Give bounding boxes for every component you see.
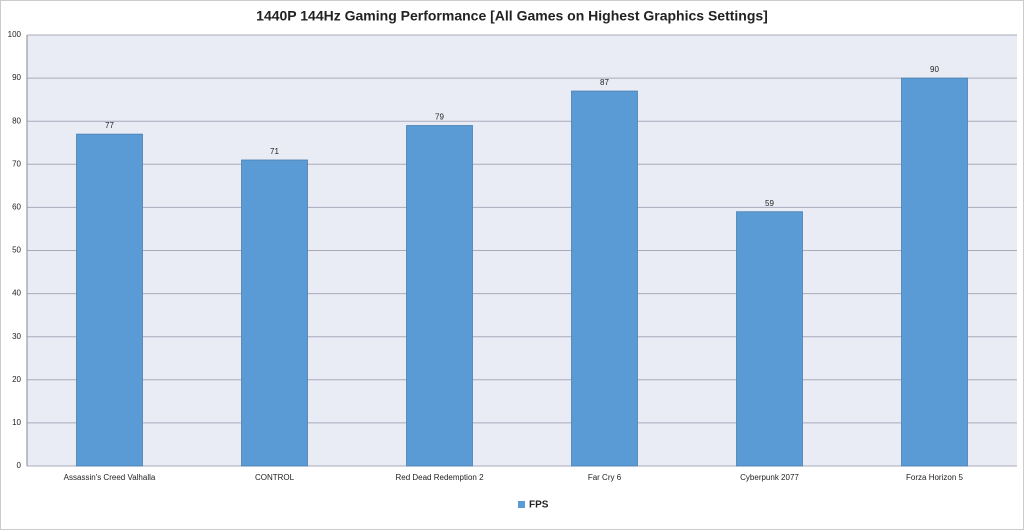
data-label: 77 xyxy=(105,121,114,130)
bar xyxy=(736,211,803,467)
bar xyxy=(901,77,968,467)
data-label: 71 xyxy=(270,147,279,156)
x-tick-label: Forza Horizon 5 xyxy=(906,473,963,482)
x-tick-label: Red Dead Redemption 2 xyxy=(395,473,484,482)
bar xyxy=(571,90,638,467)
bar xyxy=(241,159,308,467)
x-tick-label: Cyberpunk 2077 xyxy=(740,473,799,482)
y-tick-label: 80 xyxy=(12,116,21,125)
x-tick-label: Assassin's Creed Valhalla xyxy=(64,473,156,482)
legend-label: FPS xyxy=(529,500,549,511)
y-tick-label: 70 xyxy=(12,159,21,168)
legend-swatch xyxy=(518,501,525,508)
data-label: 90 xyxy=(930,65,939,74)
bar xyxy=(76,133,143,467)
y-tick-label: 50 xyxy=(12,246,21,255)
y-tick-label: 30 xyxy=(12,332,21,341)
x-tick-label: CONTROL xyxy=(255,473,295,482)
y-tick-label: 90 xyxy=(12,73,21,82)
y-tick-label: 40 xyxy=(12,289,21,298)
data-label: 79 xyxy=(435,113,444,122)
y-tick-label: 0 xyxy=(17,461,22,470)
data-label: 87 xyxy=(600,78,609,87)
y-tick-label: 20 xyxy=(12,375,21,384)
y-tick-label: 100 xyxy=(8,30,22,39)
x-tick-label: Far Cry 6 xyxy=(588,473,622,482)
bar xyxy=(406,125,473,467)
data-label: 59 xyxy=(765,199,774,208)
y-tick-label: 60 xyxy=(12,203,21,212)
chart-title: 1440P 144Hz Gaming Performance [All Game… xyxy=(256,8,768,24)
y-tick-label: 10 xyxy=(12,418,21,427)
